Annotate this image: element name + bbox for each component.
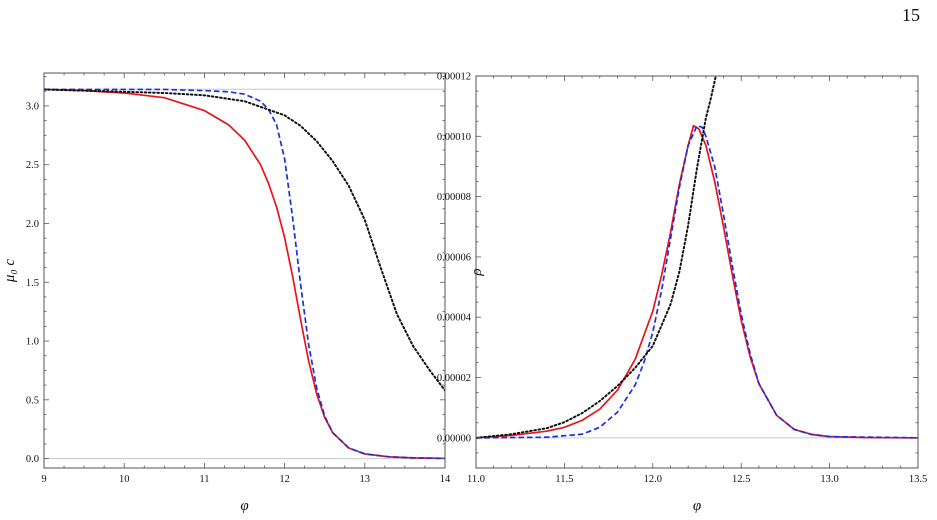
series-line-blue-dashed <box>476 124 918 439</box>
page-number: 15 <box>902 5 920 25</box>
y-tick-label: 0.5 <box>26 395 39 406</box>
plot-frame <box>475 75 919 469</box>
y-tick-label: 0.00010 <box>437 132 471 143</box>
y-tick-label: 1.0 <box>26 337 39 348</box>
x-tick-label: 13 <box>360 474 371 485</box>
y-axis-label: ρ <box>469 268 485 276</box>
y-tick-label: 0.00012 <box>437 72 471 83</box>
x-tick-label: 14 <box>440 474 451 485</box>
x-tick-label: 13.5 <box>909 474 927 485</box>
right-chart-panel: 11.0 11.5 12.0 12.5 13.0 13.5 0.00000 0.00002 0.… <box>437 72 927 515</box>
y-axis-label: μ₀ c <box>2 259 18 283</box>
x-tick-label: 12.5 <box>732 474 750 485</box>
y-tick-label: 0.00008 <box>437 192 471 203</box>
x-axis-label: φ <box>240 498 248 514</box>
y-tick-label: 2.0 <box>26 219 39 230</box>
x-tick-label: 12.0 <box>644 474 662 485</box>
y-tick-label: 1.5 <box>26 278 39 289</box>
left-chart-panel: 9 10 11 12 13 14 0.0 0.5 1.0 1.5 2.0 2.5 3.0 φ μ₀ c <box>2 72 451 514</box>
y-tick-label: 0.00004 <box>437 313 472 324</box>
y-tick-label: 0.00006 <box>437 252 471 263</box>
y-tick-label: 2.5 <box>26 160 39 171</box>
series-line-blue-dashed <box>44 88 445 460</box>
x-tick-label: 13.0 <box>820 474 838 485</box>
x-tick-label: 12 <box>279 474 290 485</box>
x-tick-label: 11 <box>199 474 209 485</box>
series-line-black-dotted <box>476 76 717 439</box>
plot-frame <box>43 72 446 469</box>
x-tick-label: 11.5 <box>555 474 573 485</box>
x-tick-label: 10 <box>119 474 130 485</box>
y-tick-label: 3.0 <box>26 101 39 112</box>
y-tick-label: 0.0 <box>26 454 39 465</box>
x-tick-label: 11.0 <box>467 474 485 485</box>
y-tick-label: 0.00000 <box>437 433 471 444</box>
series-line-red-solid <box>44 88 445 460</box>
y-tick-label: 0.00002 <box>437 373 471 384</box>
x-axis-label: φ <box>693 498 701 514</box>
series-line-black-dotted <box>44 88 445 392</box>
x-tick-label: 9 <box>41 474 46 485</box>
